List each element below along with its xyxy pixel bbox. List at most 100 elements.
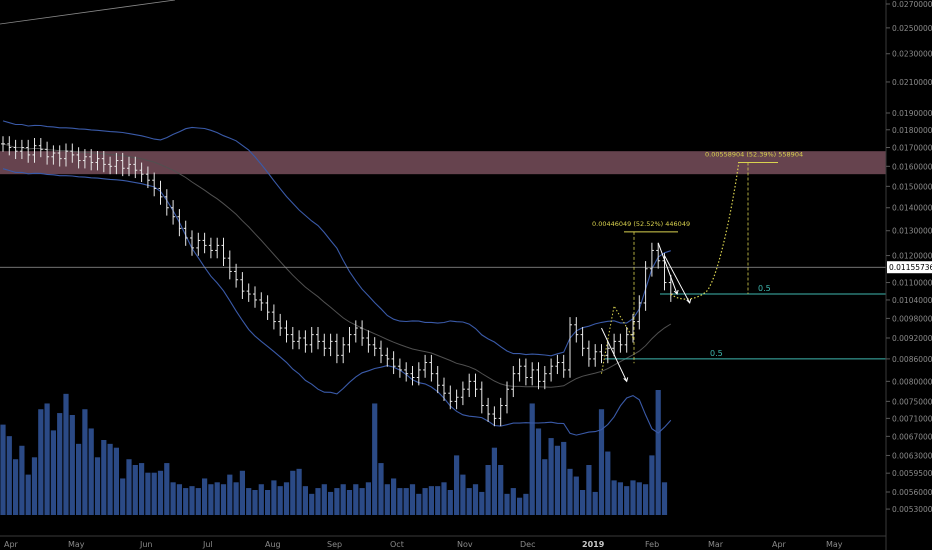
volume-bar <box>88 428 94 515</box>
volume-bar <box>611 480 617 515</box>
volume-bar <box>378 463 384 515</box>
time-tick-label: Feb <box>645 540 659 549</box>
volume-bar <box>510 488 516 515</box>
volume-bar <box>504 493 510 515</box>
time-tick-label: Sep <box>327 540 342 549</box>
volume-bar <box>460 474 466 515</box>
volume-bar <box>485 465 491 515</box>
volume-bar <box>302 486 308 515</box>
volume-bar <box>265 490 271 515</box>
volume-bar <box>164 463 170 515</box>
time-tick-label: Apr <box>4 540 19 549</box>
volume-bar <box>328 491 334 515</box>
volume-bar <box>19 445 25 515</box>
volume-bar <box>69 415 75 515</box>
volume-bar <box>220 484 227 515</box>
bollinger-bands <box>2 120 672 436</box>
volume-bar <box>44 403 50 515</box>
arrow-head <box>673 289 679 296</box>
volume-bar <box>403 488 409 515</box>
resistance-zone <box>0 151 886 175</box>
volume-bar <box>397 488 403 515</box>
volume-bar <box>435 486 441 515</box>
volume-bar <box>416 493 422 515</box>
volume-bar <box>31 457 38 515</box>
volume-bar <box>50 430 56 515</box>
volume-bar <box>227 474 233 515</box>
volume-bars <box>0 390 668 515</box>
trend-line <box>0 0 176 25</box>
volume-bar <box>346 490 353 515</box>
volume-bar <box>491 447 497 515</box>
moving-average <box>2 143 672 388</box>
fib-level-label: 0.5 <box>710 349 723 358</box>
measure-label: 0.00558904 (52.39%) 558904 <box>705 150 803 158</box>
volume-bar <box>189 486 195 515</box>
volume-bar <box>94 457 101 515</box>
time-tick-label: Oct <box>390 540 404 549</box>
bollinger-upper <box>2 120 671 357</box>
volume-bar <box>76 443 82 515</box>
time-tick-label: Jul <box>202 540 213 549</box>
volume-bar <box>126 459 132 515</box>
volume-bar <box>479 491 485 515</box>
time-tick-label: Nov <box>457 540 473 549</box>
volume-bar <box>441 482 447 515</box>
volume-bar <box>391 478 397 515</box>
volume-bar <box>561 441 567 515</box>
volume-bar <box>315 488 321 515</box>
volume-bar <box>447 490 453 515</box>
volume-bar <box>157 470 164 515</box>
volume-bar <box>472 484 479 515</box>
volume-bar <box>517 497 523 515</box>
volume-bar <box>25 474 31 515</box>
volume-bar <box>309 493 315 515</box>
time-tick-label: Aug <box>265 540 281 549</box>
fib-level-label: 0.5 <box>758 284 771 293</box>
volume-bar <box>372 403 378 515</box>
volume-bar <box>655 390 661 515</box>
volume-bar <box>120 478 126 515</box>
volume-bar <box>598 409 605 515</box>
volume-bar <box>258 484 264 515</box>
time-tick-label: May <box>826 540 843 549</box>
volume-bar <box>636 482 642 515</box>
volume-bar <box>132 465 138 515</box>
volume-bar <box>57 413 63 515</box>
annotations: 0.00446049 (52.52%) 446049 0.00558904 (52… <box>592 150 803 383</box>
volume-bar <box>283 482 290 515</box>
volume-bar <box>183 488 189 515</box>
volume-bar <box>554 445 560 515</box>
volume-bar <box>409 484 416 515</box>
volume-bar <box>38 409 44 515</box>
volume-bar <box>202 478 208 515</box>
time-tick-label: Mar <box>708 540 724 549</box>
volume-bar <box>0 424 6 515</box>
volume-bar <box>233 482 239 515</box>
time-axis[interactable]: Apr May Jun Jul Aug Sep Oct Nov Dec 2019 Feb Mar Apr… <box>0 535 886 549</box>
volume-bar <box>630 480 636 515</box>
volume-bar <box>82 409 88 515</box>
volume-bar <box>334 488 340 515</box>
arrow-line <box>601 327 628 382</box>
volume-bar <box>139 463 145 515</box>
volume-bar <box>6 436 12 515</box>
volume-bar <box>384 484 390 515</box>
volume-bar <box>365 482 371 515</box>
volume-bar <box>107 443 113 515</box>
upper-trend-line <box>0 0 176 25</box>
arrow-line <box>657 242 678 295</box>
volume-bar <box>535 428 542 515</box>
volume-bar <box>422 488 428 515</box>
